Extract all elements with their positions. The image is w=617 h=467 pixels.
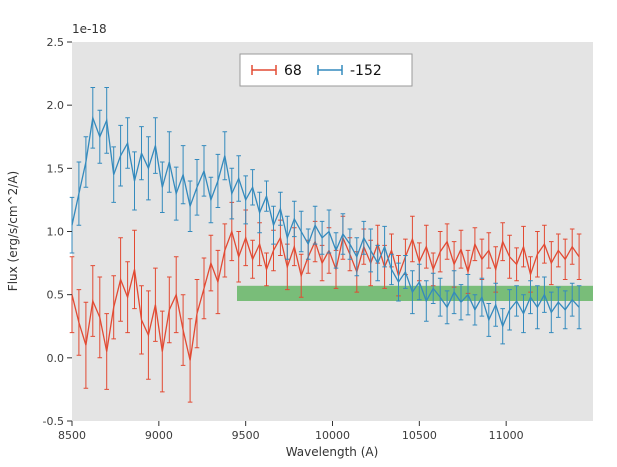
y-tick-label: 2.5: [47, 36, 65, 49]
highlight-band: [237, 285, 593, 301]
band-layer: [237, 285, 593, 301]
y-tick-label: 0.5: [47, 289, 65, 302]
legend-label-minus152: -152: [350, 63, 382, 79]
x-tick-label: 9000: [145, 429, 173, 442]
legend: 68 -152: [239, 53, 413, 87]
errorbar-glyph-blue: [317, 65, 343, 75]
x-tick-label: 10000: [315, 429, 350, 442]
y-axis: -0.5 0.0 0.5 1.0 1.5 2.0 2.5: [43, 36, 72, 428]
legend-entry-68: 68: [251, 63, 302, 79]
series-layer: [69, 87, 582, 403]
legend-entry-minus152: -152: [317, 63, 382, 79]
plot-area: [72, 42, 593, 421]
series-line: [71, 229, 580, 361]
series-line: [71, 115, 580, 329]
series-68: [69, 201, 582, 403]
y-offset-label: 1e-18: [72, 22, 107, 36]
y-axis-label: Flux (erg/s/cm^2/A): [6, 171, 20, 291]
x-axis-label: Wavelength (A): [286, 445, 379, 459]
series--152: [69, 87, 582, 345]
y-tick-label: 0.0: [47, 352, 65, 365]
x-tick-label: 10500: [402, 429, 437, 442]
x-tick-label: 9500: [232, 429, 260, 442]
errorbar-glyph-red: [251, 65, 277, 75]
x-tick-label: 11000: [489, 429, 524, 442]
y-tick-label: 1.0: [47, 226, 65, 239]
y-tick-label: -0.5: [43, 415, 64, 428]
y-tick-label: 2.0: [47, 99, 65, 112]
x-tick-label: 8500: [58, 429, 86, 442]
legend-label-68: 68: [284, 63, 302, 79]
y-tick-label: 1.5: [47, 162, 65, 175]
x-axis: 8500 9000 9500 10000 10500 11000: [58, 421, 524, 442]
